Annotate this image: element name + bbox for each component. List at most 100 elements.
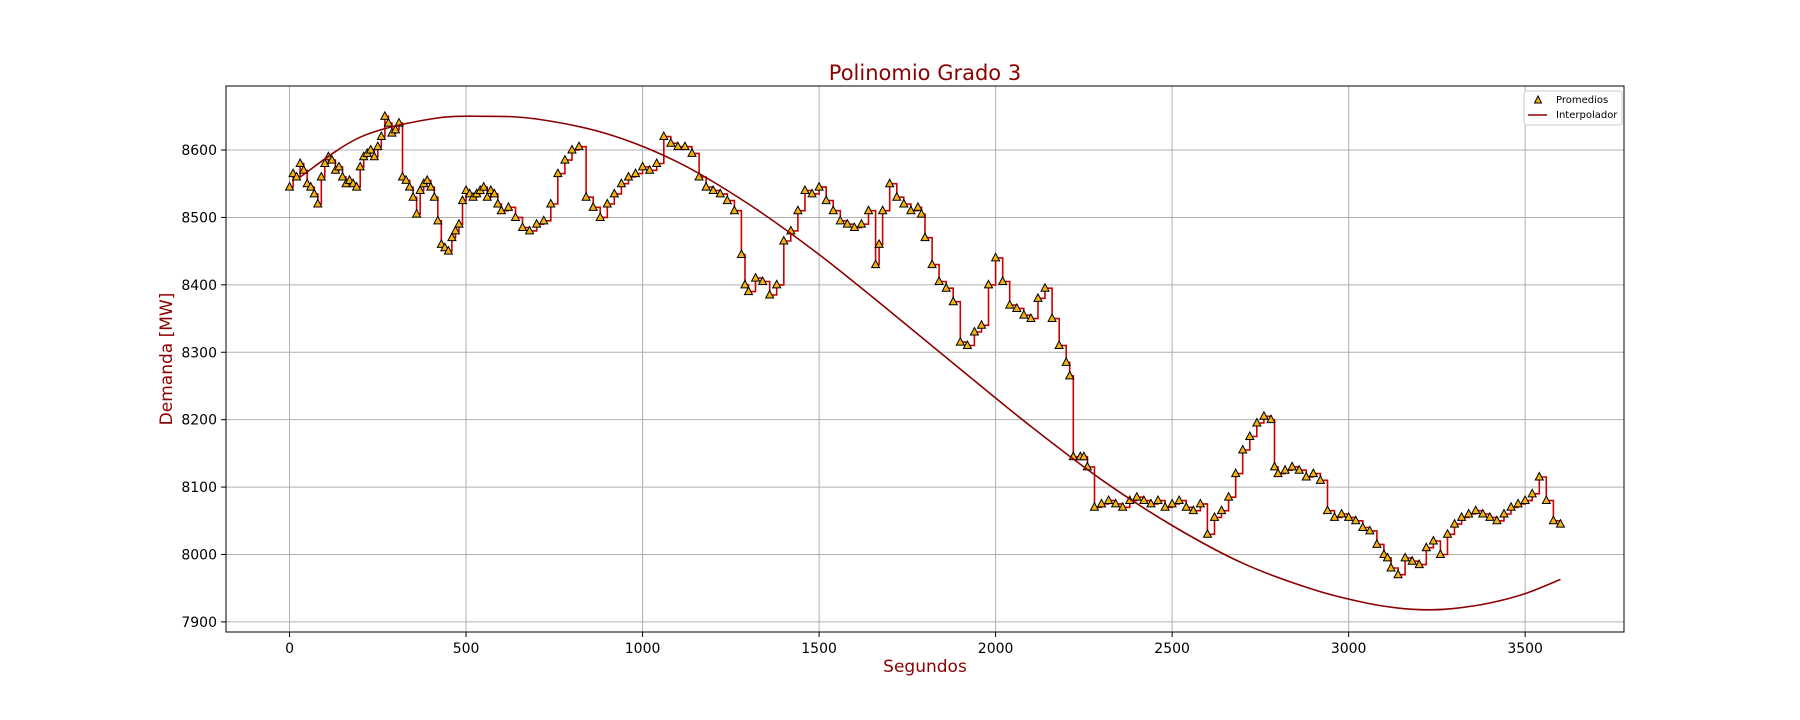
promedios-point bbox=[365, 144, 376, 154]
promedios-point bbox=[793, 205, 803, 215]
promedios-point bbox=[284, 181, 295, 191]
promedios-point bbox=[1160, 501, 1170, 511]
promedios-point bbox=[736, 248, 747, 259]
promedios-point bbox=[1139, 494, 1149, 505]
promedios-point bbox=[380, 110, 390, 120]
promedios-point bbox=[920, 232, 930, 242]
promedios-point bbox=[1463, 508, 1474, 518]
legend-label-interpolador: Interpolador bbox=[1556, 110, 1618, 121]
promedios-point bbox=[295, 157, 305, 168]
promedios-point bbox=[312, 198, 323, 208]
promedios-point bbox=[454, 218, 464, 228]
promedios-point bbox=[898, 198, 909, 208]
promedios-point bbox=[884, 178, 895, 188]
x-axis-ticks: 0 500 1000 1500 2000 2500 3000 3500 bbox=[285, 632, 1543, 657]
x-tick-label: 1000 bbox=[625, 641, 661, 657]
promedios-point bbox=[630, 168, 641, 178]
promedios-point bbox=[408, 191, 418, 201]
promedios-point bbox=[983, 279, 994, 289]
promedios-point bbox=[955, 336, 966, 346]
promedios-point bbox=[849, 221, 860, 232]
promedios-point bbox=[1230, 468, 1241, 478]
promedios-point bbox=[1294, 464, 1305, 474]
promedios-point bbox=[1357, 521, 1368, 532]
promedios-point bbox=[1456, 511, 1467, 521]
promedios-point bbox=[450, 225, 461, 235]
promedios-point bbox=[1499, 508, 1509, 518]
promedios-point bbox=[687, 147, 697, 157]
promedios-point bbox=[623, 171, 634, 181]
promedios-point bbox=[503, 201, 514, 211]
promedios-point bbox=[595, 211, 606, 221]
promedios-point bbox=[1520, 494, 1530, 505]
legend-marker-promedios bbox=[1533, 94, 1543, 104]
promedios-point bbox=[1449, 518, 1460, 528]
promedios-point bbox=[291, 171, 302, 181]
promedios-point bbox=[814, 181, 824, 191]
promedios-point bbox=[425, 181, 436, 191]
promedios-point bbox=[355, 161, 365, 171]
promedios-point bbox=[538, 215, 549, 225]
promedios-point bbox=[1407, 555, 1418, 565]
promedios-point bbox=[1470, 505, 1481, 515]
promedios-point bbox=[913, 201, 923, 211]
promedios-point bbox=[870, 259, 881, 269]
promedios-point bbox=[1492, 515, 1502, 525]
x-tick-label: 500 bbox=[453, 641, 480, 657]
promedios-point bbox=[1372, 538, 1382, 548]
promedios-point bbox=[482, 191, 493, 201]
promedios-point bbox=[447, 232, 457, 242]
promedios-point bbox=[1040, 282, 1050, 292]
marker-layer bbox=[284, 110, 1566, 579]
x-tick-label: 3500 bbox=[1507, 641, 1543, 657]
promedios-point bbox=[1534, 471, 1545, 481]
promedios-point bbox=[1096, 498, 1107, 508]
promedios-point bbox=[524, 225, 535, 235]
promedios-point bbox=[1421, 542, 1432, 552]
promedios-point bbox=[496, 205, 507, 215]
promedios-point bbox=[1064, 370, 1075, 380]
promedios-point bbox=[835, 215, 846, 225]
promedios-point bbox=[1269, 461, 1280, 471]
promedios-point bbox=[729, 205, 740, 215]
promedios-point bbox=[1364, 525, 1375, 535]
promedios-point bbox=[390, 124, 401, 134]
promedios-point bbox=[637, 161, 648, 171]
promedios-point bbox=[560, 154, 570, 164]
promedios-point bbox=[383, 117, 394, 127]
promedios-point bbox=[644, 164, 655, 174]
y-tick-label: 8300 bbox=[181, 345, 217, 361]
curve-layer bbox=[299, 115, 1561, 611]
promedios-point bbox=[941, 282, 952, 292]
promedios-point bbox=[1202, 528, 1213, 538]
promedios-point bbox=[334, 161, 344, 171]
promedios-point bbox=[327, 154, 337, 164]
promedios-point bbox=[680, 141, 690, 151]
promedios-point bbox=[1019, 309, 1029, 319]
promedios-point bbox=[489, 188, 500, 198]
promedios-point bbox=[1061, 356, 1072, 366]
promedios-point bbox=[1315, 474, 1326, 484]
promedios-point bbox=[517, 221, 528, 232]
promedios-point bbox=[842, 218, 853, 228]
promedios-point bbox=[997, 275, 1008, 285]
promedios-point bbox=[764, 289, 775, 299]
promedios-point bbox=[740, 279, 750, 289]
promedios-point bbox=[807, 188, 817, 198]
promedios-point bbox=[916, 208, 927, 218]
promedios-point bbox=[1252, 417, 1262, 427]
promedios-point bbox=[863, 205, 874, 215]
promedios-point bbox=[1428, 535, 1439, 545]
promedios-point bbox=[874, 238, 884, 248]
promedios-point bbox=[891, 191, 902, 201]
promedios-point bbox=[757, 275, 768, 285]
promedios-point bbox=[1011, 302, 1022, 312]
promedios-point bbox=[722, 195, 733, 205]
promedios-point bbox=[415, 184, 425, 194]
promedios-point bbox=[651, 157, 662, 168]
legend: Promedios Interpolador bbox=[1523, 90, 1623, 126]
promedios-point bbox=[616, 178, 627, 188]
promedios-point bbox=[1259, 410, 1269, 420]
promedios-point bbox=[673, 141, 683, 151]
